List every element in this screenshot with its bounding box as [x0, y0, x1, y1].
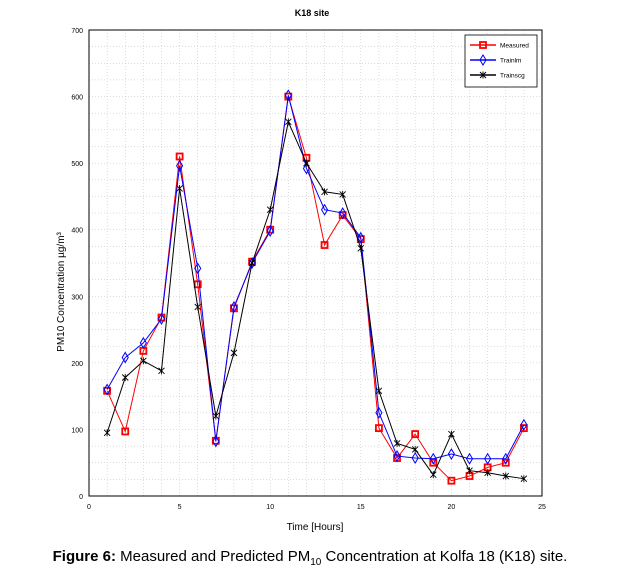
data-point [479, 41, 487, 49]
caption-text-after: Concentration at Kolfa 18 (K18) site. [321, 548, 568, 565]
data-point [479, 54, 487, 66]
figure-caption: Figure 6: Measured and Predicted PM10 Co… [0, 548, 620, 568]
data-point [520, 418, 528, 431]
legend-entry-trainlm: Trainlm [470, 54, 521, 66]
legend-label: Trainscg [500, 73, 525, 80]
data-point [447, 448, 455, 461]
legend-label: Trainlm [500, 58, 521, 65]
data-point [157, 312, 166, 325]
caption-subscript: 10 [310, 557, 322, 568]
data-point [176, 184, 183, 192]
data-point [411, 452, 419, 465]
data-point [411, 430, 420, 438]
data-point [479, 71, 487, 79]
data-point [320, 203, 329, 216]
data-point [393, 450, 401, 463]
series-line [106, 95, 525, 460]
data-point [357, 231, 365, 244]
data-point [375, 406, 383, 419]
legend-label: Measured [500, 43, 529, 50]
series-line [106, 120, 524, 480]
data-point [285, 118, 292, 126]
grid [89, 30, 542, 496]
legend-entry-measured: Measured [470, 41, 529, 50]
y-tick-label: 600 [71, 95, 83, 102]
data-point [194, 303, 202, 311]
axis-ticks: 0 5 10 15 20 25 0 100 200 300 400 500 600 700 [71, 28, 546, 511]
data-point [266, 225, 274, 238]
y-axis-label: PM10 Concentration µg/m³ [56, 231, 67, 351]
y-tick-label: 500 [71, 161, 83, 168]
legend-box [464, 34, 538, 88]
data-point [176, 159, 184, 172]
x-axis-label: Time [Hours] [287, 522, 344, 533]
data-point [466, 467, 473, 475]
x-tick-label: 15 [357, 504, 365, 511]
data-point [502, 472, 510, 480]
data-point [411, 445, 419, 453]
data-point [139, 336, 147, 349]
pm10-line-chart: K18 site 0 5 10 15 20 25 0 100 200 300 400 500 600 70… [56, 8, 546, 533]
data-point [448, 430, 455, 438]
x-tick-label: 25 [538, 504, 546, 511]
chart-title: K18 site [295, 8, 330, 18]
data-point [484, 452, 492, 465]
data-point [121, 427, 130, 436]
data-point [212, 435, 220, 448]
data-point [429, 458, 438, 467]
data-point [194, 262, 202, 275]
plot-area-frame [88, 29, 543, 497]
data-point [429, 452, 437, 465]
data-point [230, 349, 238, 357]
x-tick-label: 5 [178, 504, 182, 511]
data-point [339, 207, 347, 220]
y-tick-label: 400 [71, 228, 83, 235]
legend: Measured Trainlm Trainscg [464, 34, 538, 88]
data-point [158, 367, 165, 375]
data-point [357, 244, 365, 252]
y-tick-label: 100 [71, 427, 83, 434]
data-point [103, 429, 111, 437]
data-point [520, 475, 528, 483]
data-point [321, 188, 328, 196]
caption-text-before: Measured and Predicted PM [115, 548, 311, 565]
x-tick-label: 20 [448, 504, 456, 511]
data-point [140, 357, 147, 365]
data-point [212, 412, 220, 420]
y-tick-label: 700 [71, 28, 83, 35]
data-point [121, 374, 129, 382]
series-measured [103, 92, 528, 485]
data-point [375, 424, 383, 432]
x-tick-label: 0 [87, 504, 91, 511]
data-point [175, 152, 184, 161]
data-point [230, 300, 238, 313]
y-tick-label: 0 [79, 494, 83, 501]
y-tick-label: 200 [71, 361, 83, 368]
data-point [375, 387, 383, 395]
data-point [501, 458, 510, 467]
caption-label: Figure 6: [52, 548, 116, 565]
data-point [103, 383, 111, 396]
series-lines [103, 89, 528, 485]
data-point [465, 452, 474, 465]
data-point [429, 471, 437, 479]
data-point [393, 439, 401, 447]
data-point [484, 469, 491, 477]
series-trainscg [103, 118, 528, 483]
data-point [266, 206, 274, 214]
data-point [339, 190, 346, 198]
data-point [248, 259, 256, 267]
data-point [320, 241, 329, 249]
legend-entry-trainscg: Trainscg [470, 71, 525, 80]
data-point [121, 351, 129, 364]
x-tick-label: 10 [266, 504, 274, 511]
y-tick-label: 300 [71, 294, 83, 301]
data-point [303, 159, 310, 167]
data-point [447, 476, 456, 485]
data-point [284, 89, 292, 102]
data-point [502, 452, 510, 465]
